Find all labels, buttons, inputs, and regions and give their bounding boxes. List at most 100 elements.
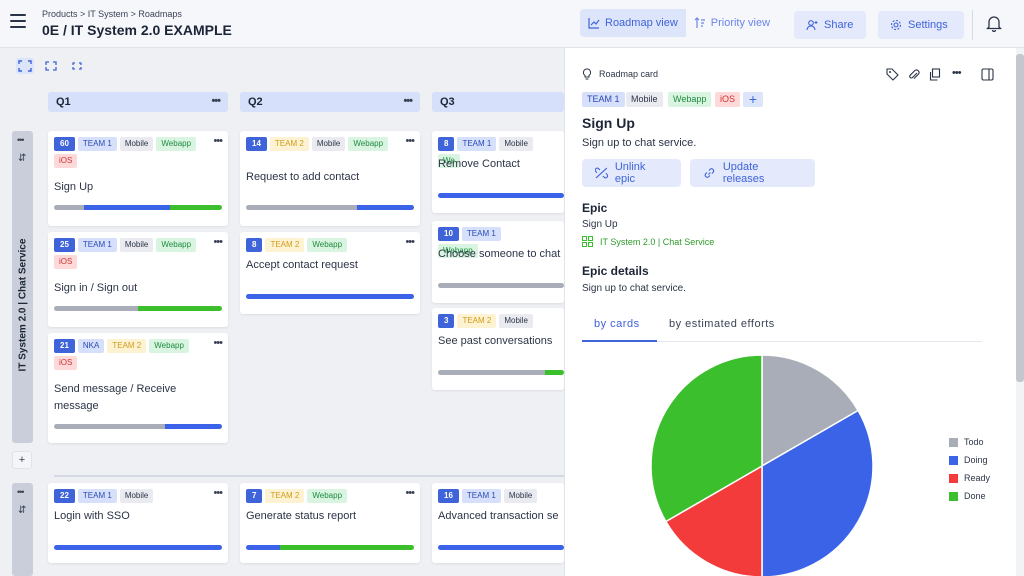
roadmap-card[interactable]: 16 TEAM 1 Mobile Advanced transaction se (432, 483, 564, 563)
sort-icon (694, 17, 705, 28)
lane-menu-icon[interactable]: ••• (17, 487, 25, 497)
card-tags: 10 TEAM 1 Webapp (438, 227, 540, 258)
settings-button[interactable]: Settings (878, 11, 964, 39)
progress-segment (138, 306, 222, 311)
epic-grid-icon (582, 236, 593, 247)
card-tag: Mobile (499, 137, 533, 151)
unlink-epic-button[interactable]: Unlink epic (582, 159, 681, 187)
attachment-icon[interactable] (908, 68, 920, 81)
progress-bar (54, 205, 222, 210)
tab-by-efforts[interactable]: by estimated efforts (669, 318, 775, 330)
link-icon (704, 168, 715, 178)
roadmap-card[interactable]: 21 NKA TEAM 2 Webapp iOS ••• Send message / Re… (48, 333, 228, 443)
lane-sort-icon[interactable]: ⇵ (18, 153, 27, 164)
card-tag: Mobile (499, 314, 533, 328)
card-points-badge: 14 (246, 137, 267, 151)
tag-icon[interactable] (886, 68, 899, 81)
panel-tag: iOS (715, 92, 741, 107)
card-points-badge: 3 (438, 314, 455, 328)
roadmap-view-button[interactable]: Roadmap view (580, 9, 686, 37)
card-tag: TEAM 2 (269, 137, 309, 151)
zoom-large-icon[interactable] (16, 58, 34, 74)
roadmap-card[interactable]: 10 TEAM 1 Webapp Choose someone to chat (432, 221, 564, 303)
card-points-badge: 10 (438, 227, 459, 241)
chart-icon (588, 18, 600, 29)
swimlane-chat-service[interactable]: ••• ⇵ (12, 131, 33, 443)
breadcrumb[interactable]: Products > IT System > Roadmaps (42, 9, 182, 19)
legend-label: Done (964, 491, 986, 501)
progress-segment (438, 193, 564, 198)
share-button[interactable]: Share (794, 11, 866, 39)
card-points-badge: 7 (246, 489, 263, 503)
card-points-badge: 25 (54, 238, 75, 252)
add-lane-button[interactable]: + (12, 451, 32, 469)
card-tag: TEAM 1 (77, 137, 117, 151)
unlink-epic-label: Unlink epic (614, 161, 646, 185)
card-menu-icon[interactable]: ••• (405, 236, 415, 248)
zoom-medium-icon[interactable] (42, 58, 60, 74)
card-menu-icon[interactable]: ••• (405, 135, 415, 147)
panel-tag: Mobile (626, 92, 663, 107)
column-menu-icon[interactable]: ••• (403, 95, 413, 107)
menu-icon[interactable] (10, 14, 26, 28)
legend-item: Doing (949, 451, 990, 469)
legend-swatch (949, 437, 958, 447)
column-menu-icon[interactable]: ••• (211, 95, 221, 107)
epic-heading: Epic (582, 201, 608, 215)
card-points-badge: 8 (246, 238, 263, 252)
card-title: See past conversations (438, 335, 553, 347)
scrollbar[interactable] (1016, 48, 1024, 576)
legend-label: Doing (964, 455, 988, 465)
card-menu-icon[interactable]: ••• (213, 337, 223, 349)
card-tag: Webapp (156, 137, 197, 151)
zoom-small-icon[interactable] (68, 58, 86, 74)
roadmap-card[interactable]: 60 TEAM 1 Mobile Webapp iOS ••• Sign Up (48, 131, 228, 226)
progress-bar (54, 306, 222, 311)
collapse-panel-icon[interactable] (981, 68, 994, 81)
card-tags: 21 NKA TEAM 2 Webapp iOS (54, 339, 204, 370)
roadmap-card[interactable]: 22 TEAM 1 Mobile ••• Login with SSO (48, 483, 228, 563)
more-icon[interactable]: ••• (952, 67, 962, 79)
legend-item: Ready (949, 469, 990, 487)
card-menu-icon[interactable]: ••• (213, 135, 223, 147)
roadmap-card[interactable]: 8 TEAM 2 Webapp ••• Accept contact request (240, 232, 420, 314)
card-tag: iOS (54, 356, 78, 370)
roadmap-card[interactable]: 8 TEAM 1 Mobile We Remove Contact (432, 131, 564, 213)
card-tag: Mobile (119, 238, 154, 252)
swimlane-next[interactable]: ••• ⇵ (12, 483, 33, 576)
tab-by-cards[interactable]: by cards (594, 318, 640, 330)
roadmap-card[interactable]: 3 TEAM 2 Mobile See past conversations (432, 308, 564, 390)
lane-sort-icon[interactable]: ⇵ (18, 505, 27, 516)
add-tag-button[interactable]: + (743, 92, 763, 107)
card-tag: iOS (54, 255, 78, 269)
card-menu-icon[interactable]: ••• (213, 487, 223, 499)
legend-label: Todo (964, 437, 984, 447)
copy-icon[interactable] (929, 68, 941, 81)
progress-segment (246, 205, 357, 210)
priority-view-button[interactable]: Priority view (686, 9, 778, 37)
card-tag: TEAM 2 (107, 339, 147, 353)
card-tag: Webapp (149, 339, 189, 353)
progress-bar (54, 545, 222, 550)
legend-item: Done (949, 487, 990, 505)
bell-icon[interactable] (986, 14, 1002, 32)
card-menu-icon[interactable]: ••• (405, 487, 415, 499)
progress-segment (356, 205, 414, 210)
roadmap-card[interactable]: 14 TEAM 2 Mobile Webapp ••• Request to add co… (240, 131, 420, 226)
roadmap-card[interactable]: 25 TEAM 1 Mobile Webapp iOS ••• Sign in / Sign… (48, 232, 228, 327)
card-tags: 60 TEAM 1 Mobile Webapp iOS (54, 137, 204, 168)
column-title: Q2 (248, 96, 263, 108)
epic-link[interactable]: IT System 2.0 | Chat Service (600, 237, 715, 247)
card-tag: Webapp (307, 489, 348, 503)
divider (972, 10, 973, 40)
update-releases-button[interactable]: Update releases (690, 159, 815, 187)
progress-bar (246, 294, 414, 299)
progress-segment (545, 370, 564, 375)
roadmap-card[interactable]: 7 TEAM 2 Webapp ••• Generate status report (240, 483, 420, 563)
progress-segment (54, 545, 222, 550)
card-title: Sign Up (54, 181, 94, 193)
card-tag: Webapp (156, 238, 197, 252)
lane-menu-icon[interactable]: ••• (17, 135, 25, 145)
update-releases-label: Update releases (722, 161, 765, 185)
card-menu-icon[interactable]: ••• (213, 236, 223, 248)
